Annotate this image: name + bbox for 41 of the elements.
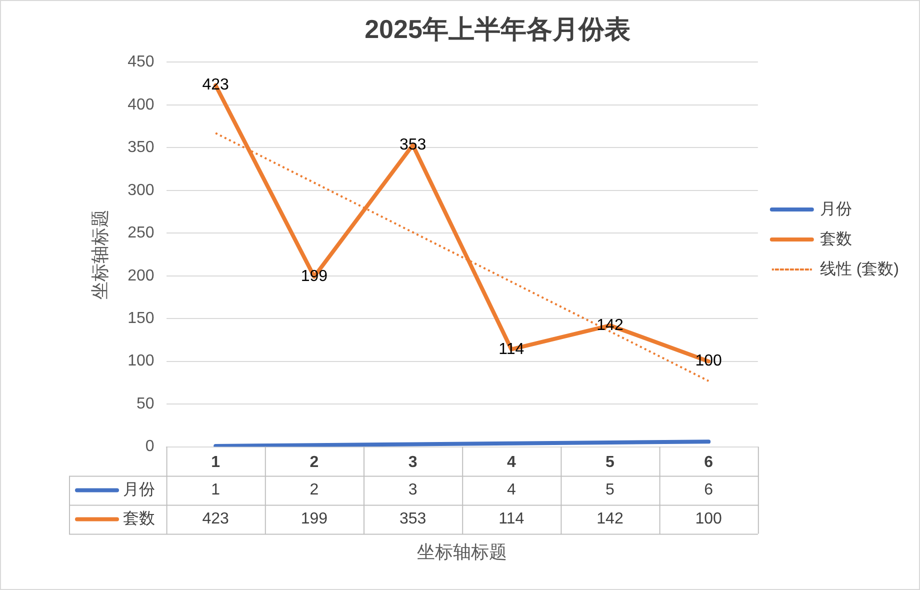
annotation: 100: [695, 352, 722, 370]
y-tick-label: 450: [128, 54, 154, 71]
x-axis-title: 坐标轴标题: [417, 542, 508, 562]
x-tick-label: 4: [506, 454, 516, 471]
x-tick-label: 3: [408, 454, 418, 471]
annotation: 199: [300, 268, 328, 286]
text: 套数: [123, 510, 155, 528]
annotation: 423: [202, 76, 230, 94]
y-tick-label: 200: [128, 267, 154, 284]
data-label: 142: [596, 510, 624, 528]
y-tick-label: 0: [145, 438, 154, 456]
legend-label: 套数: [820, 230, 852, 248]
x-tick-label: 6: [704, 454, 714, 471]
data-label: 1: [211, 482, 220, 499]
chart-title: 2025年上半年各月份表: [364, 14, 630, 44]
legend-label: 线性 (套数): [820, 260, 900, 278]
data-label: 114: [498, 510, 524, 528]
x-tick-label: 5: [606, 454, 615, 471]
x-tick-label: 2: [310, 454, 319, 471]
data-label: 3: [408, 482, 418, 499]
data-label: 199: [300, 510, 328, 528]
data-label: 423: [202, 510, 230, 528]
data-label: 100: [695, 510, 722, 528]
annotation: 142: [596, 316, 624, 334]
data-label: 2: [310, 482, 319, 499]
y-tick-label: 100: [128, 352, 154, 370]
data-label: 4: [506, 482, 516, 499]
y-tick-label: 300: [128, 182, 154, 199]
y-tick-label: 350: [128, 139, 154, 156]
data-label: 5: [606, 482, 615, 499]
y-axis-title: 坐标轴标题: [90, 210, 110, 300]
y-tick-label: 50: [136, 395, 154, 412]
x-tick-label: 1: [211, 454, 220, 471]
data-label: 353: [399, 510, 426, 528]
annotation: 353: [399, 136, 426, 154]
data-label: 6: [704, 482, 714, 499]
y-tick-label: 150: [128, 310, 154, 328]
legend-label: 月份: [123, 482, 155, 499]
y-tick-label: 250: [128, 224, 154, 242]
y-tick-label: 400: [128, 96, 154, 114]
text: 月份: [820, 200, 852, 218]
